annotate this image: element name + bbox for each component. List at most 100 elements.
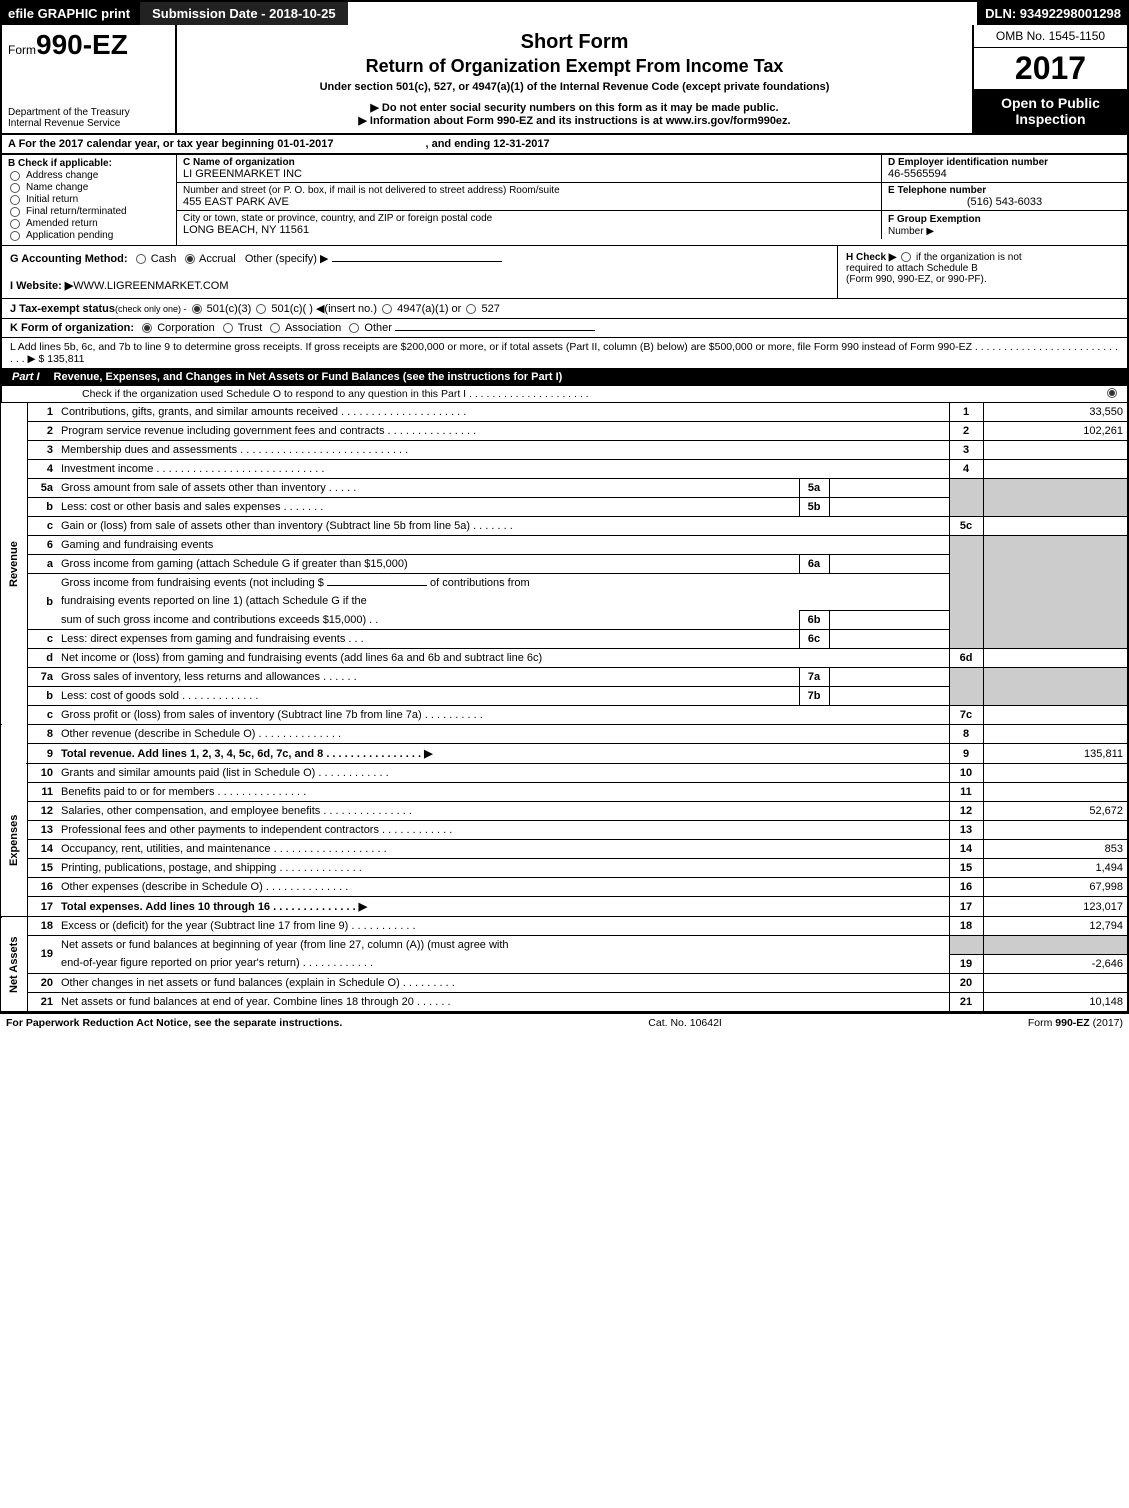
line-val: [983, 764, 1128, 783]
line-val: [983, 441, 1128, 460]
j-label: J Tax-exempt status: [10, 303, 115, 315]
return-title: Return of Organization Exempt From Incom…: [187, 56, 962, 77]
radio-icon: [10, 183, 20, 193]
line-rnum: 15: [949, 859, 983, 878]
check-amended[interactable]: Amended return: [8, 218, 170, 229]
line-desc: Excess or (deficit) for the year (Subtra…: [57, 917, 949, 936]
radio-icon: [10, 231, 20, 241]
arrow-line-1: ▶ Do not enter social security numbers o…: [187, 101, 962, 114]
b-label: B Check if applicable:: [8, 158, 170, 169]
row-gh: G Accounting Method: Cash Accrual Other …: [0, 245, 1129, 298]
radio-icon[interactable]: [901, 252, 911, 262]
ending-text: , and ending 12-31-2017: [419, 135, 555, 153]
phone-value: (516) 543-6033: [888, 196, 1121, 208]
line-num: 15: [27, 859, 57, 878]
mini-val: [829, 611, 949, 630]
line-desc: Gross profit or (loss) from sales of inv…: [57, 706, 949, 725]
g-other-blank[interactable]: [332, 261, 502, 262]
opt-initial: Initial return: [26, 194, 78, 205]
line-num: 6: [27, 536, 57, 555]
col-gi: G Accounting Method: Cash Accrual Other …: [2, 246, 837, 298]
form-990ez: 990-EZ: [36, 29, 128, 60]
line-desc: Net income or (loss) from gaming and fun…: [57, 649, 949, 668]
h-txt3: (Form 990, 990-EZ, or 990-PF).: [846, 274, 987, 285]
radio-icon[interactable]: [136, 254, 146, 264]
line-val: 135,811: [983, 744, 1128, 764]
line-num: 4: [27, 460, 57, 479]
line-num: 3: [27, 441, 57, 460]
city-cell: City or town, state or province, country…: [177, 211, 882, 239]
radio-icon[interactable]: [223, 323, 233, 333]
line-val: 1,494: [983, 859, 1128, 878]
h-label: H Check ▶: [846, 252, 896, 263]
check-final-return[interactable]: Final return/terminated: [8, 206, 170, 217]
c-name-label: C Name of organization: [183, 157, 875, 168]
section-e: E Telephone number (516) 543-6033: [882, 183, 1127, 210]
line-desc: Investment income . . . . . . . . . . . …: [57, 460, 949, 479]
check-address-change[interactable]: Address change: [8, 170, 170, 181]
line-rnum: 13: [949, 821, 983, 840]
shade-cell: [949, 536, 983, 649]
arrow-line-2: ▶ Information about Form 990-EZ and its …: [187, 114, 962, 127]
short-form-title: Short Form: [187, 31, 962, 54]
line-desc: Less: cost of goods sold . . . . . . . .…: [57, 687, 799, 706]
mini-num: 5b: [799, 498, 829, 517]
mini-num: 7b: [799, 687, 829, 706]
d-label: D Employer identification number: [888, 157, 1121, 168]
part-1-num: Part I: [12, 371, 40, 383]
h-txt1: if the organization is not: [916, 252, 1022, 263]
schedule-o-check[interactable]: [1107, 388, 1117, 398]
mini-val: [829, 479, 949, 498]
radio-icon[interactable]: [142, 323, 152, 333]
line-desc: fundraising events reported on line 1) (…: [57, 592, 949, 611]
side-expenses: Expenses: [1, 764, 27, 917]
check-app-pending[interactable]: Application pending: [8, 230, 170, 241]
e-label: E Telephone number: [888, 185, 1121, 196]
k-other: Other: [364, 322, 392, 334]
line-val: -2,646: [983, 954, 1128, 973]
j-501c: 501(c)( ) ◀(insert no.): [271, 303, 377, 315]
check-name-change[interactable]: Name change: [8, 182, 170, 193]
line-val: 10,148: [983, 992, 1128, 1012]
line-num: 2: [27, 422, 57, 441]
radio-icon: [10, 195, 20, 205]
line-desc: Net assets or fund balances at beginning…: [57, 936, 949, 955]
radio-icon: [10, 207, 20, 217]
j-501c3: 501(c)(3): [207, 303, 252, 315]
org-name-cell: C Name of organization LI GREENMARKET IN…: [177, 155, 882, 182]
website-value[interactable]: WWW.LIGREENMARKET.COM: [73, 280, 228, 292]
mini-val: [829, 498, 949, 517]
shade-cell: [949, 668, 983, 706]
radio-icon[interactable]: [192, 304, 202, 314]
g-label: G Accounting Method:: [10, 253, 128, 265]
radio-icon[interactable]: [256, 304, 266, 314]
line-num: d: [27, 649, 57, 668]
radio-icon[interactable]: [270, 323, 280, 333]
l6b-blank[interactable]: [327, 585, 427, 586]
line-desc: Less: cost or other basis and sales expe…: [57, 498, 799, 517]
org-name: LI GREENMARKET INC: [183, 168, 875, 180]
radio-icon[interactable]: [349, 323, 359, 333]
line-val: 12,794: [983, 917, 1128, 936]
line-num: c: [27, 706, 57, 725]
side-revenue: Revenue: [1, 403, 27, 725]
efile-print-button[interactable]: efile GRAPHIC print: [0, 2, 140, 25]
shade-cell: [983, 668, 1128, 706]
line-rnum: 18: [949, 917, 983, 936]
radio-icon[interactable]: [185, 254, 195, 264]
check-initial-return[interactable]: Initial return: [8, 194, 170, 205]
line-rnum: 17: [949, 897, 983, 917]
line-rnum: 19: [949, 954, 983, 973]
line-desc: Less: direct expenses from gaming and fu…: [57, 630, 799, 649]
line-desc: Gain or (loss) from sale of assets other…: [57, 517, 949, 536]
line-val: [983, 649, 1128, 668]
radio-icon[interactable]: [466, 304, 476, 314]
g-accrual: Accrual: [199, 253, 236, 265]
line-num: 21: [27, 992, 57, 1012]
k-other-blank[interactable]: [395, 330, 595, 331]
line-num: b: [27, 687, 57, 706]
line-rnum: 9: [949, 744, 983, 764]
radio-icon[interactable]: [382, 304, 392, 314]
section-b: B Check if applicable: Address change Na…: [2, 155, 177, 245]
g-other: Other (specify) ▶: [245, 253, 329, 265]
